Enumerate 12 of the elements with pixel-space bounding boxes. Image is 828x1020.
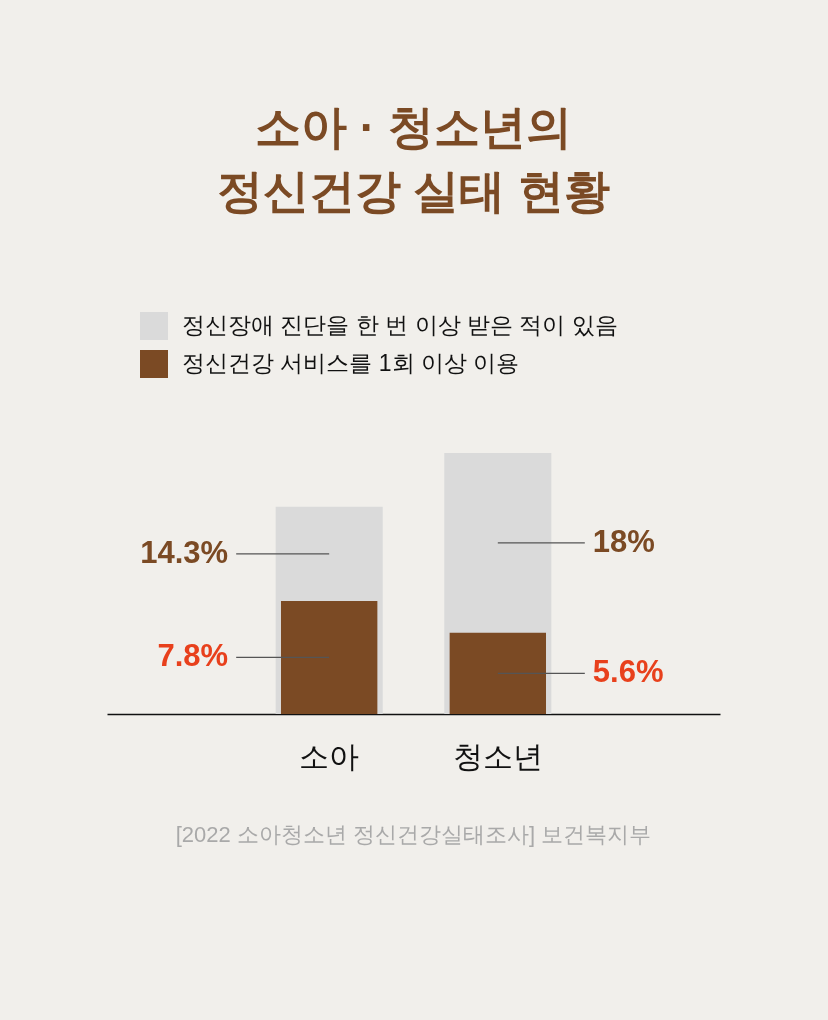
- chart-title: 소아 · 청소년의 정신건강 실태 현황: [216, 101, 611, 217]
- data-label: 14.3%: [140, 534, 229, 570]
- data-label: 5.6%: [592, 654, 664, 690]
- data-label: 18%: [592, 523, 655, 559]
- legend-label: 정신장애 진단을 한 번 이상 받은 적이 있음: [182, 312, 618, 338]
- bar: [280, 600, 378, 714]
- data-label: 7.8%: [157, 638, 229, 674]
- text: [2022 소아청소년 정신건강실태조사] 보건복지부: [175, 822, 652, 847]
- legend-label: 정신건강 서비스를 1회 이상 이용: [182, 350, 520, 376]
- bar: [449, 632, 547, 714]
- x-tick-label: 청소년: [452, 739, 543, 773]
- x-tick-label: 소아: [299, 739, 360, 773]
